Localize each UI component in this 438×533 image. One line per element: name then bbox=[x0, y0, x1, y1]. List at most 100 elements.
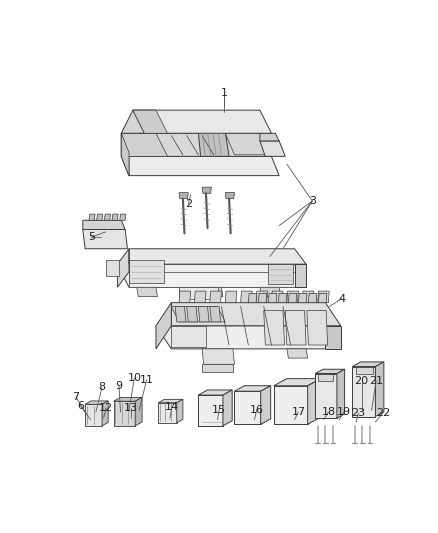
Polygon shape bbox=[352, 362, 384, 367]
Polygon shape bbox=[121, 133, 129, 175]
Polygon shape bbox=[198, 395, 223, 426]
Polygon shape bbox=[298, 294, 307, 303]
Polygon shape bbox=[198, 132, 229, 156]
Polygon shape bbox=[307, 310, 328, 345]
Polygon shape bbox=[83, 220, 125, 230]
Polygon shape bbox=[268, 264, 293, 284]
Polygon shape bbox=[202, 287, 223, 296]
Polygon shape bbox=[171, 303, 341, 326]
Text: 18: 18 bbox=[321, 407, 336, 417]
Polygon shape bbox=[287, 349, 307, 358]
Polygon shape bbox=[225, 192, 234, 199]
Polygon shape bbox=[120, 214, 126, 220]
Polygon shape bbox=[85, 401, 108, 405]
Polygon shape bbox=[325, 326, 341, 349]
Polygon shape bbox=[264, 310, 285, 345]
Text: 11: 11 bbox=[140, 375, 154, 385]
Polygon shape bbox=[258, 294, 267, 303]
Text: 10: 10 bbox=[127, 373, 141, 383]
Polygon shape bbox=[113, 401, 135, 426]
Polygon shape bbox=[315, 369, 345, 374]
Polygon shape bbox=[133, 110, 272, 133]
Polygon shape bbox=[137, 287, 158, 296]
Text: 4: 4 bbox=[338, 294, 345, 304]
Polygon shape bbox=[117, 249, 129, 287]
Polygon shape bbox=[156, 326, 341, 349]
Polygon shape bbox=[133, 110, 167, 133]
Polygon shape bbox=[202, 187, 212, 193]
Polygon shape bbox=[356, 367, 373, 374]
Polygon shape bbox=[234, 391, 261, 424]
Polygon shape bbox=[104, 214, 110, 220]
Text: 21: 21 bbox=[369, 376, 383, 386]
Polygon shape bbox=[129, 260, 164, 284]
Polygon shape bbox=[260, 141, 285, 156]
Polygon shape bbox=[83, 230, 127, 249]
Polygon shape bbox=[210, 291, 221, 303]
Text: 22: 22 bbox=[376, 408, 390, 418]
Polygon shape bbox=[198, 390, 232, 395]
Polygon shape bbox=[337, 369, 345, 418]
Polygon shape bbox=[202, 364, 233, 372]
Polygon shape bbox=[121, 110, 156, 133]
Polygon shape bbox=[268, 294, 277, 303]
Polygon shape bbox=[129, 272, 294, 287]
Text: 1: 1 bbox=[221, 88, 228, 98]
Polygon shape bbox=[302, 291, 314, 303]
Polygon shape bbox=[307, 378, 321, 424]
Polygon shape bbox=[198, 306, 209, 322]
Polygon shape bbox=[285, 310, 306, 345]
Polygon shape bbox=[158, 403, 177, 423]
Text: 14: 14 bbox=[165, 401, 179, 411]
Text: 3: 3 bbox=[309, 196, 316, 206]
Polygon shape bbox=[135, 398, 142, 426]
Polygon shape bbox=[171, 326, 206, 348]
Polygon shape bbox=[194, 291, 206, 303]
Polygon shape bbox=[102, 401, 108, 426]
Polygon shape bbox=[175, 306, 186, 322]
Polygon shape bbox=[240, 291, 252, 303]
Polygon shape bbox=[113, 398, 142, 401]
Polygon shape bbox=[112, 214, 118, 220]
Text: 2: 2 bbox=[185, 199, 192, 209]
Polygon shape bbox=[288, 294, 297, 303]
Text: 7: 7 bbox=[72, 392, 79, 401]
Polygon shape bbox=[272, 291, 283, 303]
Text: 17: 17 bbox=[291, 407, 305, 417]
Polygon shape bbox=[85, 405, 102, 426]
Polygon shape bbox=[106, 260, 119, 276]
Text: 16: 16 bbox=[250, 405, 264, 415]
Polygon shape bbox=[274, 386, 307, 424]
Polygon shape bbox=[256, 291, 268, 303]
Polygon shape bbox=[318, 291, 329, 303]
Polygon shape bbox=[248, 294, 257, 303]
Polygon shape bbox=[279, 294, 287, 303]
Polygon shape bbox=[294, 264, 306, 287]
Polygon shape bbox=[261, 386, 271, 424]
Text: 5: 5 bbox=[88, 232, 95, 242]
Polygon shape bbox=[234, 386, 271, 391]
Polygon shape bbox=[318, 374, 333, 381]
Polygon shape bbox=[352, 367, 375, 417]
Polygon shape bbox=[89, 214, 95, 220]
Polygon shape bbox=[121, 156, 279, 175]
Text: 12: 12 bbox=[99, 403, 113, 413]
Text: 15: 15 bbox=[212, 405, 226, 415]
Polygon shape bbox=[287, 291, 298, 303]
Polygon shape bbox=[117, 264, 306, 287]
Polygon shape bbox=[202, 349, 234, 364]
Polygon shape bbox=[260, 133, 279, 141]
Polygon shape bbox=[187, 306, 198, 322]
Polygon shape bbox=[121, 133, 129, 175]
Polygon shape bbox=[171, 306, 225, 322]
Polygon shape bbox=[375, 362, 384, 417]
Polygon shape bbox=[308, 294, 317, 303]
Polygon shape bbox=[318, 294, 327, 303]
Polygon shape bbox=[97, 214, 103, 220]
Polygon shape bbox=[121, 133, 272, 156]
Polygon shape bbox=[260, 287, 281, 296]
Text: 19: 19 bbox=[337, 407, 351, 417]
Polygon shape bbox=[225, 291, 237, 303]
Text: 6: 6 bbox=[77, 401, 84, 411]
Polygon shape bbox=[315, 374, 337, 418]
